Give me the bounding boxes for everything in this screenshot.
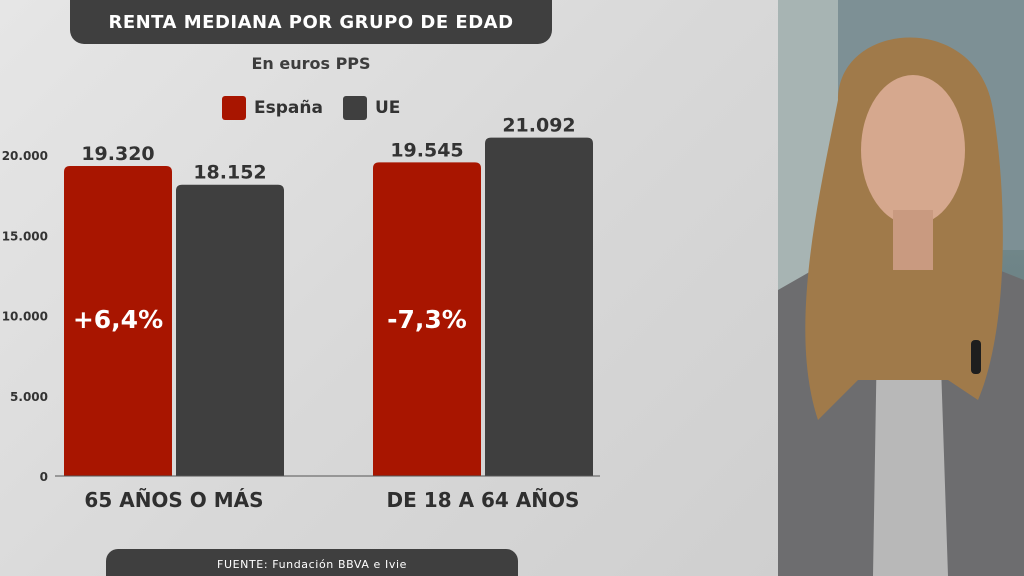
bar-value-label: 21.092 — [502, 115, 575, 137]
y-tick-label: 15.000 — [2, 229, 48, 243]
x-category-label: DE 18 A 64 AÑOS — [387, 488, 580, 512]
bar — [64, 166, 172, 476]
legend-label-eu: UE — [374, 98, 401, 118]
presenter-neck — [893, 210, 933, 270]
legend-swatch-spain — [222, 96, 246, 120]
bar-value-label: 18.152 — [193, 162, 266, 184]
y-tick-label: 10.000 — [2, 310, 48, 324]
lapel-microphone — [971, 340, 981, 374]
source-banner: FUENTE: Fundación BBVA e Ivie — [106, 549, 518, 576]
bar — [373, 162, 481, 476]
presenter-video-panel — [778, 0, 1024, 576]
chart-title: RENTA MEDIANA POR GRUPO DE EDAD — [108, 11, 514, 33]
legend-swatch-eu — [342, 96, 367, 120]
chart-subtitle: En euros PPS — [251, 54, 371, 73]
bar-chart: 0 5.000 10.000 15.000 20.000 19.320 19.545 18.1… — [2, 115, 600, 512]
chart-title-banner: RENTA MEDIANA POR GRUPO DE EDAD — [70, 0, 552, 44]
source-text: FUENTE: Fundación BBVA e Ivie — [217, 557, 407, 571]
bar-value-label: 19.545 — [390, 139, 463, 161]
bar-annotation-label: +6,4% — [73, 305, 163, 334]
x-category-label: 65 AÑOS O MÁS — [84, 488, 263, 512]
y-tick-label: 0 — [40, 470, 48, 484]
y-tick-label: 5.000 — [10, 390, 48, 404]
bar — [176, 184, 284, 476]
chart-graphic-panel: RENTA MEDIANA POR GRUPO DE EDAD En euros… — [0, 0, 778, 576]
presenter-figure — [778, 0, 1024, 576]
y-tick-label: 20.000 — [2, 149, 48, 163]
legend-item-eu: UE — [342, 96, 401, 120]
bar — [485, 137, 593, 476]
bar-value-label: 19.320 — [81, 143, 154, 165]
legend-label-spain: España — [254, 98, 323, 118]
legend-item-spain: España — [222, 96, 323, 120]
chart-legend: España UE — [222, 96, 400, 120]
bar-annotation-label: -7,3% — [387, 305, 467, 334]
presenter-face — [861, 75, 965, 225]
